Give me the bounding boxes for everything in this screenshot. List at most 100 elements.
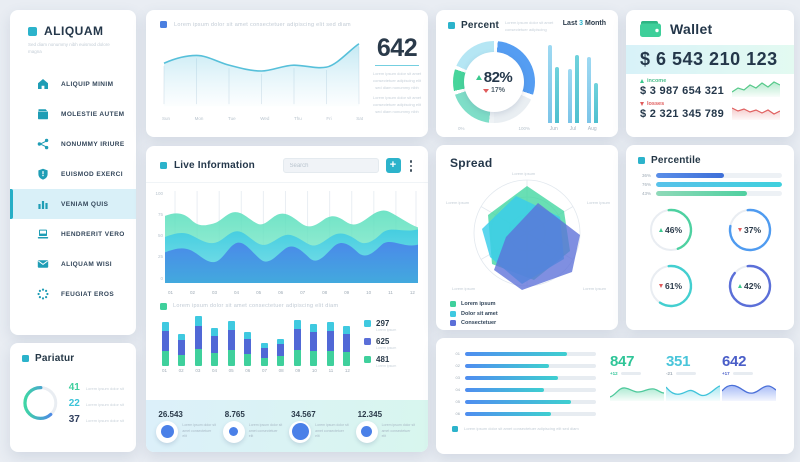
brand-logo-icon [28, 26, 37, 36]
live-title: Live Information [174, 160, 255, 172]
mini-stat: 351 -21 [665, 353, 722, 432]
percentile-bars: 36% 76% 43% [638, 173, 782, 196]
legend-swatch [364, 319, 371, 327]
kebab-menu-icon[interactable] [408, 158, 415, 174]
overview-footer-text: Lorem ipsum dolor sit amet consectetuer … [464, 426, 579, 431]
add-button[interactable]: + [385, 158, 401, 174]
pariatur-stat: 37 Lorem ipsum dolor sit [68, 413, 124, 425]
live-footer-stats: 26.543 Lorem ipsum dolor sit amet consec… [146, 400, 428, 452]
card-bullet-icon [160, 162, 167, 170]
up-triangle-icon [640, 79, 644, 83]
sidebar-item-euismod-exerci[interactable]: EUISMOD EXERCI [10, 159, 136, 189]
percentile-bar-row: 76% [638, 182, 782, 187]
area-x-axis: 01 02 03 04 05 06 07 08 09 10 11 12 [168, 289, 415, 295]
card-bullet-icon [160, 21, 167, 28]
weekly-note: Lorem ipsum dolor sit amet consectetuer … [372, 71, 422, 90]
down-triangle-icon [737, 228, 742, 232]
weekly-area-svg [163, 43, 360, 107]
legend-item: Consectetuer [450, 320, 604, 326]
stacked-bar [342, 325, 350, 366]
footer-stat: 8.765 Lorem ipsum dolor sit amet consect… [222, 410, 285, 443]
delta-bar [620, 372, 641, 375]
radar-chart: Lorem ipsum Lorem ipsum Lorem ipsum Lore… [446, 171, 610, 299]
mini-sparkline-cyan [665, 385, 721, 401]
bar-chart-icon [38, 201, 48, 210]
legend-item: Lorem ipsum [450, 301, 604, 307]
stacked-bar-chart [160, 314, 352, 366]
percentile-ring: 61% [647, 262, 695, 310]
weekly-note: Lorem ipsum dolor sit amet consectetuer … [372, 95, 422, 114]
legend-item: Dolor sit amet [450, 310, 604, 317]
overview-bar-row: 03 [452, 375, 596, 380]
stacked-bar [227, 320, 235, 366]
bar-legend: 297 Lorem ipsum 625 Lorem ipsum 481 Lorem i… [352, 314, 414, 373]
gauge-ring: 82% 17% [453, 40, 535, 123]
percent-bar-chart: Jun Jul Aug [540, 39, 606, 132]
mail-icon [37, 260, 49, 269]
stacked-bar [162, 321, 169, 366]
sidebar-item-molestie-autem[interactable]: MOLESTIE AUTEM [10, 99, 136, 129]
stacked-bar [244, 331, 252, 366]
percentile-rings: 46% 37% 61% 42% [638, 206, 782, 310]
percentile-ring: 46% [647, 206, 695, 254]
mini-stat: 847 +12 [609, 353, 666, 432]
percent-card: Percent Lorem ipsum dolor sit amet conse… [436, 10, 618, 137]
card-bullet-icon [448, 22, 455, 29]
sidebar-nav: ALIQUIP MINIM MOLESTIE AUTEM NONUMMY IRI… [10, 69, 136, 309]
sidebar-item-aliquip-minim[interactable]: ALIQUIP MINIM [10, 69, 136, 99]
spinner-icon [37, 288, 49, 300]
mini-sparkline-green [609, 387, 665, 401]
brand: ALIQUAM [10, 24, 136, 38]
income-label: income [640, 78, 724, 84]
percentile-title: Percentile [651, 155, 701, 166]
card-bullet-icon [638, 157, 645, 164]
percentile-ring: 37% [726, 206, 774, 254]
brand-name: ALIQUAM [44, 24, 104, 38]
losses-value: $ 2 321 345 789 [640, 108, 725, 120]
sidebar-item-feugiat-eros[interactable]: FEUGIAT EROS [10, 279, 136, 309]
wallet-icon [38, 109, 48, 120]
search-input[interactable] [282, 158, 379, 174]
live-area-chart: 01 02 03 04 05 06 07 08 09 10 11 12 [165, 190, 418, 295]
legend-swatch [450, 310, 456, 317]
legend-item: 297 Lorem ipsum [364, 319, 414, 332]
losses-label: losses [640, 101, 724, 107]
percent-subtitle: Lorem ipsum dolor sit amet consectetuer … [504, 20, 554, 32]
sidebar-item-aliquam-wisi[interactable]: ALIQUAM WISI [10, 249, 136, 279]
overview-bar-row: 01 [452, 351, 596, 356]
stacked-bar [326, 321, 334, 366]
percentile-ring: 42% [726, 262, 774, 310]
legend-swatch [450, 301, 456, 307]
stacked-bar [293, 319, 301, 366]
live-information-card: Live Information + 100 75 50 25 0 [146, 146, 428, 452]
mini-stat: 642 +17 [721, 353, 778, 432]
down-triangle-icon [482, 88, 489, 93]
overview-bar-row: 04 [452, 387, 596, 392]
stacked-bar [260, 342, 268, 366]
down-triangle-icon [640, 102, 644, 106]
card-bullet-icon [452, 426, 458, 433]
pariatur-stat: 22 Lorem ipsum dolor sit [68, 397, 124, 409]
weekly-area-chart: Sun Mon Tue Wed Thu Fri Sat [160, 34, 365, 121]
sidebar-item-hendrerit-vero[interactable]: HENDRERIT VERO [10, 219, 136, 249]
income-sparkline [732, 80, 780, 97]
overview-bar-list: 01 02 03 04 05 06 [452, 351, 596, 433]
percent-title: Percent [461, 20, 500, 31]
area-y-axis: 100 75 50 25 0 [155, 190, 163, 281]
radar-svg [473, 179, 581, 290]
down-triangle-icon [658, 284, 663, 288]
wallet-card: Wallet $ 6 543 210 123 income $ 3 987 65… [626, 10, 794, 137]
sidebar: ALIQUAM Sed diam nonummy nibh euismod do… [10, 10, 136, 335]
sidebar-item-veniam-quis[interactable]: VENIAM QUIS [10, 189, 136, 220]
mini-sparkline-blue [721, 384, 777, 401]
sidebar-item-nonummy-iriure[interactable]: NONUMMY IRIURE [10, 129, 136, 159]
percent-gauge-chart: 82% 17% 0% 100% [448, 39, 540, 132]
progress-circle [222, 420, 245, 443]
gauge-scale: 0% 100% [458, 125, 530, 131]
laptop-icon [37, 229, 49, 239]
pariatur-donut-chart [23, 385, 58, 421]
losses-sparkline [732, 106, 780, 120]
income-value: $ 3 987 654 321 [640, 85, 725, 97]
legend-item: 625 Lorem ipsum [364, 337, 414, 350]
progress-circle [355, 420, 378, 443]
